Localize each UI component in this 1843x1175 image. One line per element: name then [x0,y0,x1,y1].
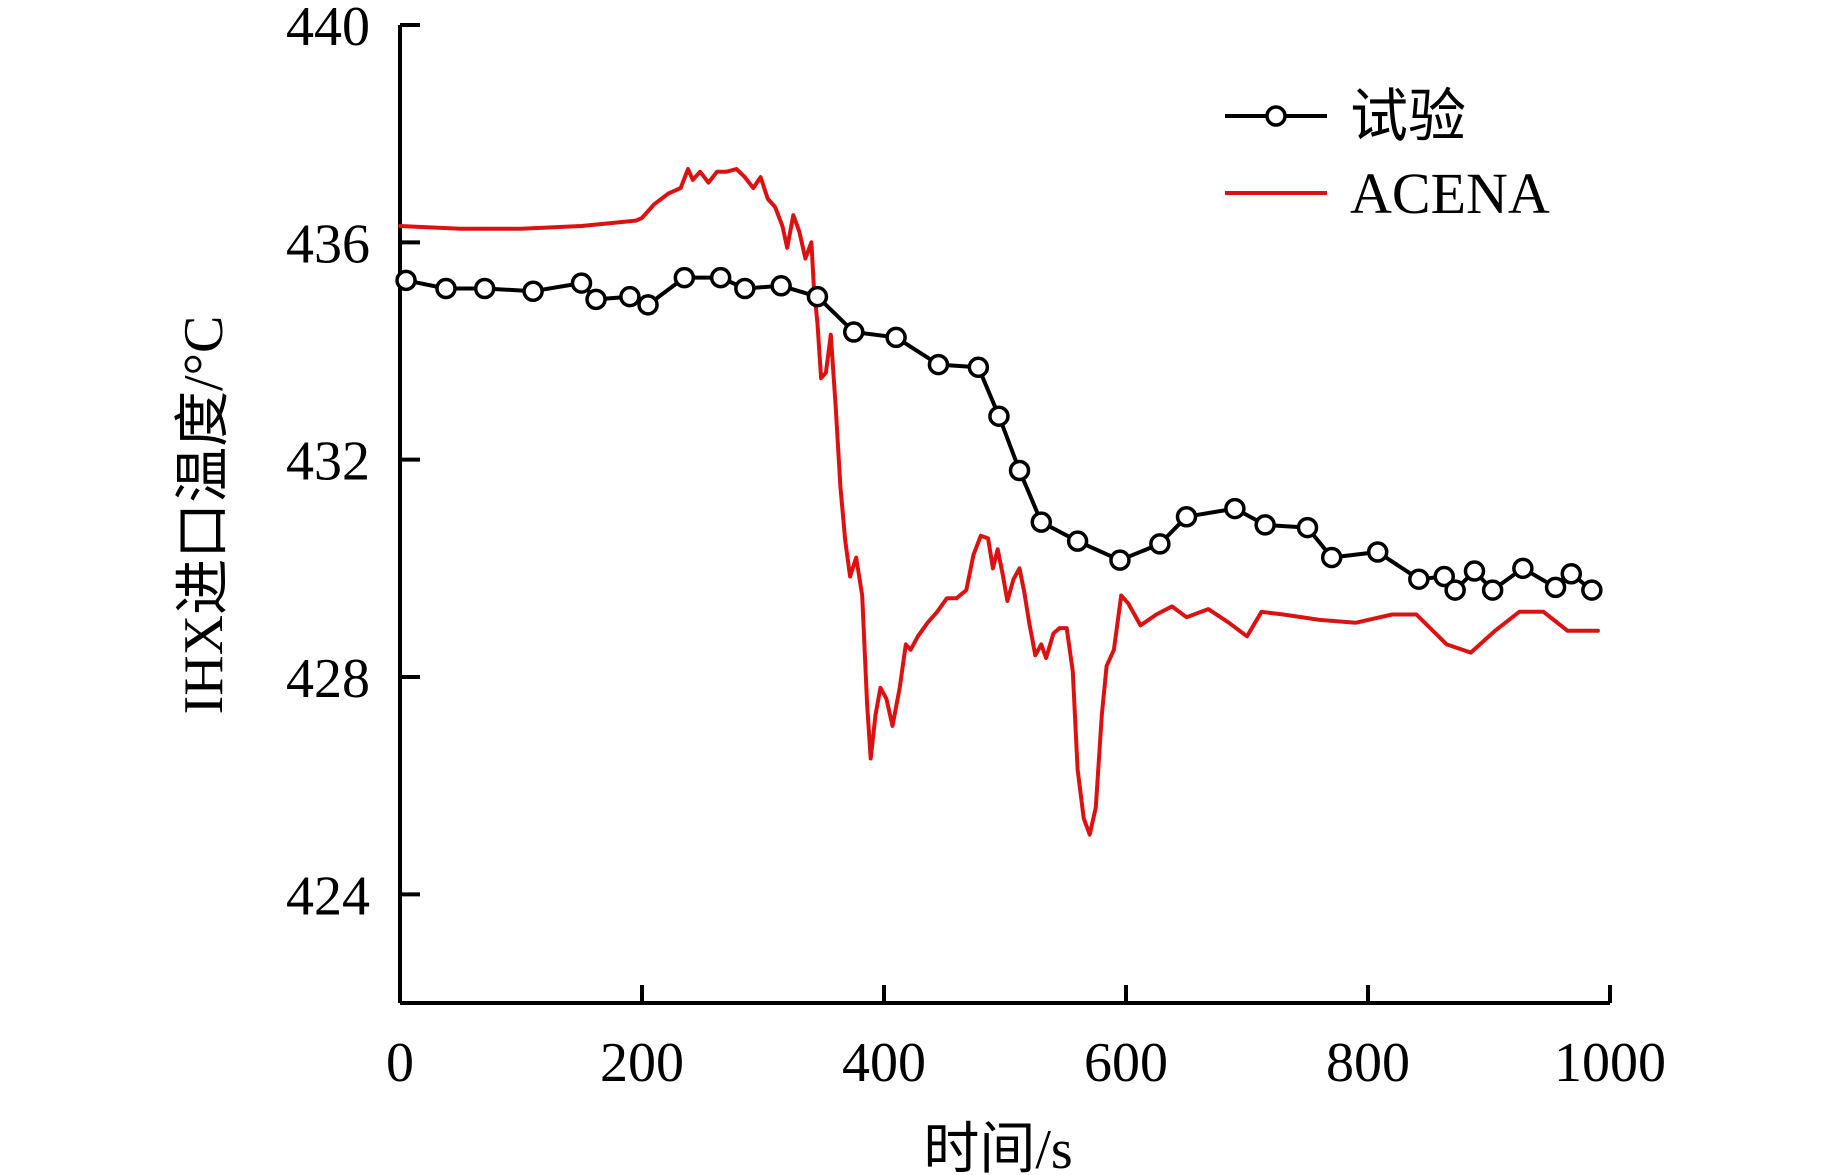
data-point-test [1581,579,1603,601]
y-tick-label: 436 [286,213,370,275]
data-point-test [1463,560,1486,582]
data-point-test [1512,557,1534,580]
series-layer [395,167,1603,837]
data-point-test [395,269,417,292]
data-point-test [1175,505,1198,528]
data-point-test [988,405,1010,427]
data-point-test [709,266,732,289]
legend-item-acena: ACENA [1225,161,1550,226]
data-point-test [1481,579,1504,601]
data-point-test [1408,568,1430,590]
axes [398,25,1610,1005]
data-point-test [1544,576,1567,599]
x-tick-label: 800 [1326,1032,1410,1094]
x-tick-label: 400 [842,1032,926,1094]
data-point-test [734,277,756,300]
data-point-test [806,285,829,308]
data-point-test [1224,497,1246,520]
x-tick-label: 200 [600,1032,684,1094]
series-line-acena [398,167,1600,837]
data-point-test [585,288,607,311]
series-line-test [404,275,1594,593]
data-point-test [570,272,593,294]
legend: 试验 ACENA [1225,84,1550,226]
y-tick-label: 440 [286,0,370,58]
legend-label-acena: ACENA [1350,161,1550,226]
x-ticks: 0 200 400 600 800 1000 [386,985,1666,1094]
x-tick-label: 600 [1084,1032,1168,1094]
data-point-test [1254,514,1276,536]
data-point-test [843,321,865,343]
y-axis-label: IHX进口温度/°C [173,316,235,715]
y-tick-label: 432 [286,431,370,493]
data-point-test [619,285,641,308]
y-tick-label: 424 [286,865,370,927]
data-point-test [473,277,496,300]
legend-label-test: 试验 [1350,84,1466,149]
data-point-test [673,266,696,289]
data-point-test [1008,459,1031,482]
data-point-test [967,356,990,379]
x-tick-label: 1000 [1554,1032,1666,1094]
data-point-test [927,353,950,376]
data-point-test [885,326,907,349]
x-axis-label: 时间/s [923,1119,1072,1175]
data-point-test [522,280,544,302]
x-tick-label: 0 [386,1032,414,1094]
data-point-test [637,294,659,316]
y-ticks: 424 428 432 436 440 [286,0,420,927]
legend-marker-test [1265,105,1287,127]
data-point-test [1149,533,1171,555]
data-point-test [1066,530,1089,552]
data-point-test [1560,563,1583,585]
data-point-test [1444,579,1466,601]
data-point-test [1433,565,1455,588]
y-tick-label: 428 [286,648,370,710]
data-point-test [435,277,457,300]
data-point-test [1109,549,1131,571]
data-point-test [1366,541,1389,563]
data-point-test [1296,516,1319,539]
data-point-test [1320,546,1343,569]
data-point-test [770,275,792,297]
legend-item-test: 试验 [1225,84,1466,149]
data-point-test [1030,511,1053,533]
